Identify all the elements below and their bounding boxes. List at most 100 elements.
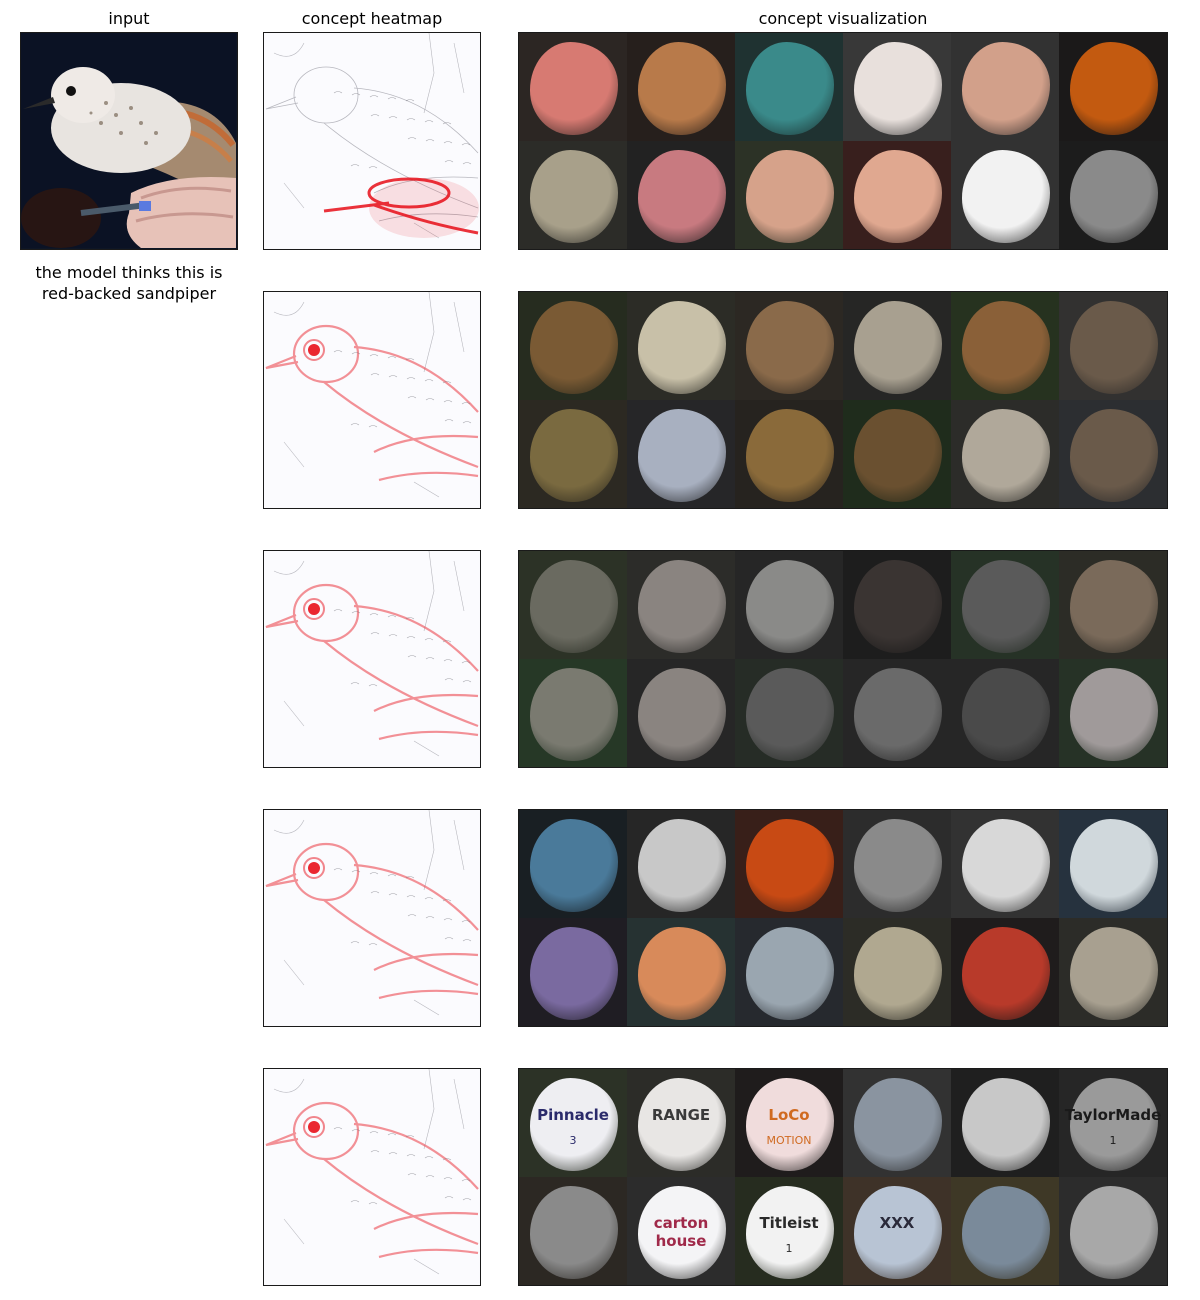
concept-tile-zebra — [843, 918, 951, 1026]
tile-highlight-region — [529, 818, 619, 912]
concept-heatmap-1 — [263, 32, 481, 250]
prediction-caption: the model thinks this is red-backed sand… — [18, 262, 240, 304]
concept-visualization-1 — [518, 32, 1168, 250]
concept-tile-cruise-ship — [627, 810, 735, 918]
tile-highlight-region — [961, 818, 1051, 912]
tile-highlight-region — [961, 559, 1051, 653]
tile-highlight-region — [1069, 149, 1159, 243]
concept-tile-grey-parrot-standing — [1059, 1177, 1167, 1285]
concept-tile-sandpiper-sand — [843, 292, 951, 400]
tile-highlight-region — [853, 300, 943, 394]
tile-highlight-region — [529, 926, 619, 1020]
golf-ball-print: RANGE — [651, 1105, 711, 1124]
concept-tile-blinds — [519, 810, 627, 918]
concept-tile-hand-ring — [627, 141, 735, 249]
tile-highlight-region — [745, 1185, 835, 1279]
tile-highlight-region — [745, 667, 835, 761]
predicted-class: red-backed sandpiper — [41, 284, 217, 303]
tile-highlight-region — [529, 667, 619, 761]
tile-highlight-region — [637, 1185, 727, 1279]
golf-ball-number: 1 — [1109, 1133, 1117, 1147]
concept-tile-ship-sea — [735, 918, 843, 1026]
concept-tile-golf-ball: carton house — [627, 1177, 735, 1285]
tile-highlight-region — [745, 559, 835, 653]
input-image — [20, 32, 238, 250]
tile-highlight-region — [637, 41, 727, 135]
concept-tile-orange-light — [1059, 33, 1167, 141]
tile-highlight-region — [961, 667, 1051, 761]
golf-ball-print: XXX — [879, 1213, 915, 1232]
concept-tile-golf-ball: RANGE — [627, 1069, 735, 1177]
heatmap-column-title: concept heatmap — [301, 9, 443, 28]
tile-highlight-region — [529, 41, 619, 135]
concept-tile-grid — [519, 810, 1167, 1026]
concept-tile-grey-animal — [627, 551, 735, 659]
concept-heatmap-2 — [263, 291, 481, 509]
concept-tile-sandpiper-water — [627, 400, 735, 508]
concept-tile-orange-stripes — [735, 810, 843, 918]
tile-highlight-region — [961, 41, 1051, 135]
concept-tile-snipe — [519, 400, 627, 508]
tile-highlight-region — [853, 926, 943, 1020]
concept-tile-hand-bw — [1059, 141, 1167, 249]
tile-highlight-region — [853, 1077, 943, 1171]
tile-highlight-region — [637, 1077, 727, 1171]
concept-tile-crested-bird — [1059, 400, 1167, 508]
concept-tile-hand-cutting-mat — [735, 33, 843, 141]
tile-highlight-region — [637, 926, 727, 1020]
concept-tile-lionfish-orange — [627, 918, 735, 1026]
concept-tile-ship-white — [951, 810, 1059, 918]
concept-tile-golf-ball: XXX — [843, 1177, 951, 1285]
concept-heatmap-3 — [263, 550, 481, 768]
golf-ball-number: 1 — [785, 1241, 793, 1255]
concept-tile-grid — [519, 33, 1167, 249]
tile-highlight-region — [1069, 667, 1159, 761]
concept-heatmap-5 — [263, 1068, 481, 1286]
tile-highlight-region — [637, 559, 727, 653]
concept-tile-golf-ball: Pinnacle 3 — [519, 1069, 627, 1177]
tile-highlight-region — [1069, 41, 1159, 135]
concept-heatmap-4 — [263, 809, 481, 1027]
concept-tile-grid: Pinnacle 3 RANGE LoCo MOTION TaylorMade 1 carto… — [519, 1069, 1167, 1285]
tile-highlight-region — [853, 41, 943, 135]
concept-tile-ptarmigan — [627, 292, 735, 400]
concept-tile-people-dog — [843, 659, 951, 767]
concept-tile-owl-face — [627, 659, 735, 767]
concept-tile-lionfish-red — [951, 918, 1059, 1026]
tile-highlight-region — [745, 149, 835, 243]
concept-tile-hand-phone — [951, 141, 1059, 249]
golf-ball-print: TaylorMade — [1064, 1105, 1162, 1124]
input-column-title: input — [108, 9, 150, 28]
concept-tile-golf-ball: LoCo MOTION — [735, 1069, 843, 1177]
tile-highlight-region — [1069, 1185, 1159, 1279]
tile-highlight-region — [745, 41, 835, 135]
concept-tile-person-dog — [519, 551, 627, 659]
golf-ball-number: 3 — [569, 1133, 577, 1147]
tile-highlight-region — [961, 1185, 1051, 1279]
tile-highlight-region — [529, 1077, 619, 1171]
tile-highlight-region — [961, 926, 1051, 1020]
tile-highlight-region — [637, 300, 727, 394]
concept-tile-zebra-side — [1059, 918, 1167, 1026]
tile-highlight-region — [961, 408, 1051, 502]
tile-highlight-region — [745, 408, 835, 502]
tile-highlight-region — [745, 1077, 835, 1171]
tile-highlight-region — [529, 1185, 619, 1279]
concept-tile-hand-fingers — [951, 33, 1059, 141]
golf-ball-print: Titleist — [759, 1213, 819, 1232]
tile-highlight-region — [1069, 559, 1159, 653]
tile-highlight-region — [745, 926, 835, 1020]
concept-tile-grey-parrot — [519, 1177, 627, 1285]
tile-highlight-region — [745, 300, 835, 394]
concept-tile-hand-pen — [843, 33, 951, 141]
concept-visualization-5: Pinnacle 3 RANGE LoCo MOTION TaylorMade 1 carto… — [518, 1068, 1168, 1286]
tile-highlight-region — [1069, 1077, 1159, 1171]
concept-tile-sloth — [519, 659, 627, 767]
concept-visualization-4 — [518, 809, 1168, 1027]
concept-tile-hand-pencil — [519, 33, 627, 141]
concept-tile-wolfhound — [951, 659, 1059, 767]
concept-tile-grouse-close — [735, 400, 843, 508]
concept-tile-golf-ball: Titleist 1 — [735, 1177, 843, 1285]
concept-tile-grouse-head — [735, 292, 843, 400]
concept-tile-brown-dog — [1059, 551, 1167, 659]
